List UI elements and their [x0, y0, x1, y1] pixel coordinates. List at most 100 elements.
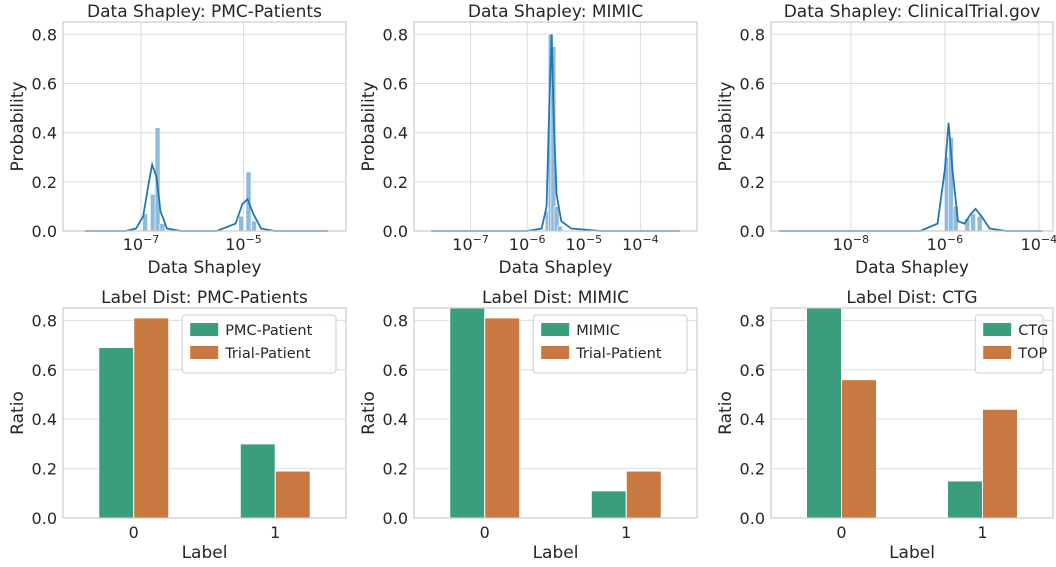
y-tick-label: 0.4 [32, 410, 57, 429]
legend-label: PMC-Patient [225, 323, 312, 339]
y-tick-label: 0.2 [32, 460, 57, 479]
y-tick-label: 0.8 [32, 25, 57, 44]
histogram-bar [557, 225, 563, 232]
y-axis-label: Probability [8, 82, 28, 172]
y-axis-label: Ratio [359, 391, 379, 435]
y-tick-label: 0.0 [32, 509, 57, 528]
x-tick-label: 10−4 [1021, 233, 1056, 254]
x-tick-base: 10 [225, 235, 245, 254]
bar-trial-patient [274, 470, 311, 519]
x-tick-label: 10−7 [452, 233, 489, 254]
legend-label: CTG [1018, 323, 1048, 339]
chart-title: Label Dist: PMC-Patients [101, 288, 308, 308]
chart-title: Data Shapley: MIMIC [468, 2, 643, 22]
y-tick-label: 0.2 [740, 460, 765, 479]
x-tick-exponent: −6 [529, 233, 545, 246]
axes-frame [770, 307, 1054, 519]
x-tick-exponent: −7 [143, 233, 159, 246]
legend-swatch [541, 323, 570, 336]
bar-trial-patient [484, 317, 521, 519]
x-axis-label: Label [182, 543, 228, 563]
y-tick-label: 0.8 [383, 25, 408, 44]
bar-pmc-patient [98, 347, 135, 519]
legend-label: MIMIC [576, 323, 620, 339]
chart-title: Label Dist: CTG [846, 288, 977, 308]
x-axis-label: Data Shapley [147, 258, 261, 278]
y-tick-label: 0.8 [740, 25, 765, 44]
x-tick-label: 10−5 [566, 233, 603, 254]
histogram-bar [238, 215, 244, 232]
x-tick-exponent: −8 [853, 233, 869, 246]
legend-swatch [190, 323, 219, 336]
legend-swatch [541, 346, 570, 359]
x-tick-exponent: −6 [947, 233, 963, 246]
y-tick-label: 0.4 [740, 410, 765, 429]
y-tick-label: 0.8 [32, 311, 57, 330]
bar-mimic [449, 307, 486, 519]
chart-title: Data Shapley: PMC-Patients [87, 2, 322, 22]
x-tick-label: 10−6 [927, 233, 964, 254]
x-axis-label: Label [889, 543, 935, 563]
x-tick-base: 10 [833, 235, 853, 254]
x-tick-exponent: −5 [246, 233, 262, 246]
bar-trial-patient [625, 470, 662, 519]
bar-mimic [590, 490, 627, 519]
chart-title: Data Shapley: ClinicalTrial.gov [784, 2, 1041, 22]
legend: MIMIC Trial-Patient [532, 314, 688, 374]
x-tick-label: 0 [836, 523, 846, 542]
x-tick-base: 10 [927, 235, 947, 254]
bar-top [841, 379, 877, 519]
y-tick-label: 0.4 [740, 124, 765, 143]
x-tick-label: 10−8 [833, 233, 870, 254]
y-tick-label: 0.2 [740, 173, 765, 192]
y-tick-label: 0.6 [383, 74, 408, 93]
histogram-bar [976, 215, 983, 232]
axes-frame [413, 21, 698, 232]
x-tick-label: 10−7 [123, 233, 160, 254]
x-tick-label: 0 [480, 523, 490, 542]
x-tick-exponent: −4 [1041, 233, 1056, 246]
y-tick-label: 0.6 [740, 74, 765, 93]
x-tick-label: 1 [270, 523, 280, 542]
legend-box [532, 314, 688, 374]
y-tick-label: 0.6 [32, 361, 57, 380]
legend-swatch [983, 346, 1012, 359]
x-tick-label: 1 [977, 523, 987, 542]
x-tick-label: 10−4 [622, 233, 659, 254]
histogram-bar [159, 223, 166, 232]
x-axis-label: Data Shapley [498, 258, 612, 278]
x-tick-base: 10 [509, 235, 529, 254]
bar-top [982, 408, 1018, 519]
x-tick-label: 10−5 [225, 233, 262, 254]
x-tick-exponent: −5 [586, 233, 602, 246]
y-tick-label: 0.2 [383, 173, 408, 192]
y-tick-label: 0.4 [32, 124, 57, 143]
x-tick-base: 10 [566, 235, 586, 254]
kde-curve [84, 161, 329, 232]
bar-pmc-patient [239, 443, 276, 519]
kde-curve [779, 122, 1043, 232]
legend-box [181, 314, 337, 374]
legend-label: Trial-Patient [575, 346, 662, 362]
y-tick-label: 0.2 [32, 173, 57, 192]
x-axis-label: Label [533, 543, 579, 563]
legend-label: Trial-Patient [224, 346, 311, 362]
y-axis-label: Ratio [716, 391, 736, 435]
y-axis-label: Probability [359, 82, 379, 172]
x-tick-base: 10 [452, 235, 472, 254]
y-tick-label: 0.0 [740, 509, 765, 528]
x-tick-exponent: −4 [642, 233, 658, 246]
y-tick-label: 0.6 [740, 361, 765, 380]
bar-trial-patient [133, 317, 170, 519]
legend-label: TOP [1017, 346, 1047, 362]
axes-frame [62, 21, 347, 232]
x-tick-exponent: −7 [473, 233, 489, 246]
x-tick-base: 10 [123, 235, 143, 254]
y-tick-label: 0.6 [32, 74, 57, 93]
y-tick-label: 0.0 [383, 222, 408, 241]
y-tick-label: 0.0 [32, 222, 57, 241]
bar-ctg [947, 480, 983, 519]
kde-curve [431, 34, 680, 232]
y-tick-label: 0.8 [740, 311, 765, 330]
